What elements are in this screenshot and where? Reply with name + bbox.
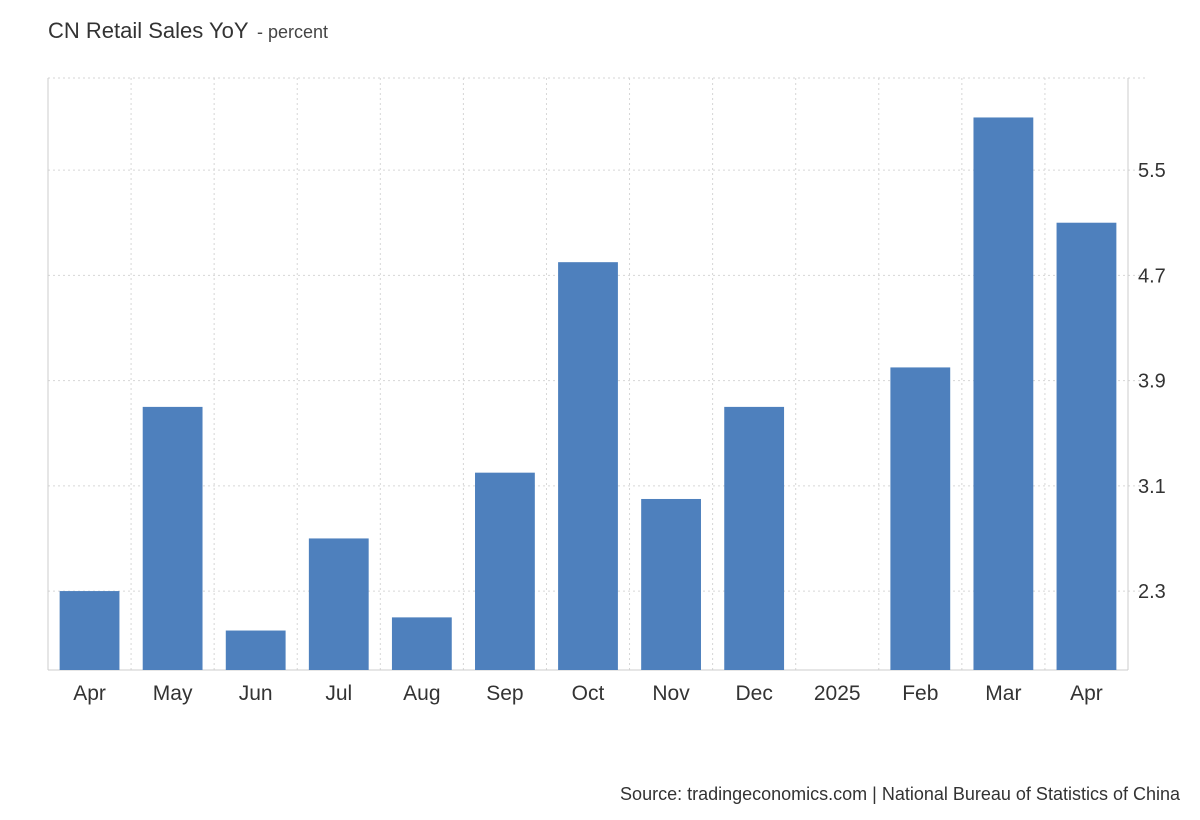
- bar[interactable]: [225, 630, 286, 670]
- x-tick-label: Oct: [572, 682, 605, 705]
- bar[interactable]: [475, 472, 535, 670]
- x-tick-label: Sep: [486, 682, 523, 705]
- x-tick-label: Jun: [239, 682, 273, 705]
- y-tick-label: 2.3: [1138, 581, 1166, 603]
- x-tick-label: Dec: [735, 682, 772, 705]
- x-tick-label: Apr: [1070, 682, 1103, 705]
- x-tick-label: Nov: [652, 682, 690, 705]
- bar[interactable]: [59, 591, 120, 670]
- x-tick-label: Feb: [902, 682, 938, 705]
- bar[interactable]: [308, 538, 369, 670]
- bar[interactable]: [142, 406, 203, 670]
- bar[interactable]: [1056, 222, 1117, 670]
- chart-title-block: CN Retail Sales YoY - percent: [48, 18, 328, 44]
- y-tick-label: 3.1: [1138, 476, 1166, 498]
- source-note: Source: tradingeconomics.com | National …: [620, 784, 1180, 804]
- bar[interactable]: [391, 617, 452, 670]
- x-tick-label: Mar: [985, 682, 1021, 705]
- chart-subtitle: - percent: [257, 22, 329, 42]
- x-tick-label: May: [153, 682, 193, 705]
- bar[interactable]: [973, 117, 1034, 670]
- y-tick-label: 4.7: [1138, 265, 1166, 287]
- x-tick-label: Aug: [403, 682, 440, 705]
- bar[interactable]: [558, 262, 618, 670]
- bar[interactable]: [724, 406, 785, 670]
- bar[interactable]: [641, 498, 701, 670]
- y-tick-label: 3.9: [1138, 371, 1166, 393]
- chart-title: CN Retail Sales YoY: [48, 18, 249, 43]
- x-tick-label: Jul: [325, 682, 352, 705]
- x-tick-label: 2025: [814, 682, 861, 705]
- y-tick-label: 5.5: [1138, 160, 1166, 182]
- bar[interactable]: [890, 367, 951, 670]
- x-tick-label: Apr: [73, 682, 106, 705]
